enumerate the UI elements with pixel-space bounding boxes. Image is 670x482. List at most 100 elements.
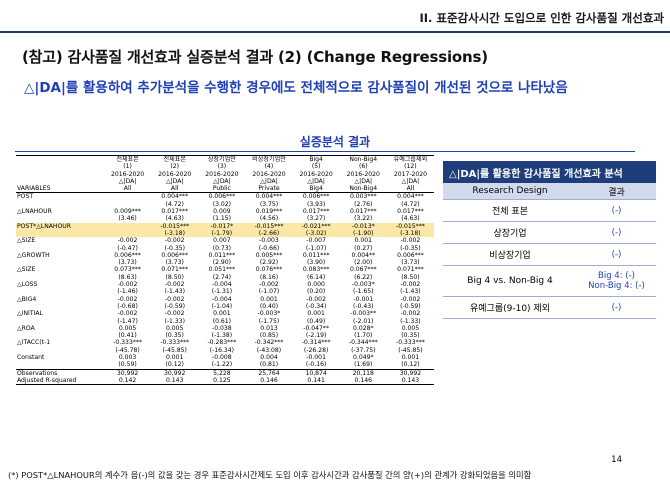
value-cell: 0.007 — [213, 237, 231, 245]
value-cell: -0.021*** — [292, 222, 340, 230]
value-cell: -0.002 — [117, 295, 138, 303]
value-cell: 30,992 — [151, 368, 199, 377]
value-cell: (-1.43) — [164, 288, 185, 296]
result-line-nonbig4: Non-Big 4: (-) — [588, 281, 645, 291]
value-cell: 20,118 — [339, 368, 387, 377]
page-title: (참고) 감사품질 개선효과 실증분석 결과 (2) (Change Regre… — [22, 48, 488, 66]
value-cell: (1.70) — [354, 332, 373, 340]
value-cell: (-43.08) — [256, 346, 282, 354]
table-row: (-0.47) (-0.35) (0.73) (-0.66) (-1.07) (0.27)… — [16, 245, 434, 252]
row-label-cell — [16, 361, 104, 369]
value-cell: -0.002 — [306, 295, 326, 303]
value-cell: -0.002 — [117, 281, 138, 289]
summary-row: Big 4 vs. Non-Big 4 Big 4: (-) Non-Big 4… — [443, 265, 656, 297]
design-cell: 유예그룹(9-10) 제외 — [443, 296, 577, 319]
footer-row: Observations 30,992 30,992 5,228 25,764 10,87… — [16, 368, 434, 377]
value-cell: (-1.43) — [400, 288, 421, 296]
table-row: △LNAHOUR 0.009*** 0.017*** 0.009 0.019*** 0.0… — [16, 208, 434, 215]
value-cell: 0.071*** — [397, 266, 424, 274]
value-cell: 0.001 — [401, 354, 420, 362]
page-subtitle: △|DA|를 활용하여 추가분석을 수행한 경우에도 전체적으로 감사품질이 개… — [24, 80, 568, 96]
table-row: POST 0.004*** 0.006*** 0.004*** 0.006*** 0.00… — [16, 193, 434, 201]
value-cell: 30,992 — [104, 368, 152, 377]
row-label-cell: △SIZE — [17, 266, 36, 274]
summary-row: 전체 표본 (-) — [443, 199, 656, 222]
value-cell: 0.017*** — [161, 208, 188, 216]
value-cell: -0.015*** — [386, 222, 434, 230]
regression-table: 전체표본 전체표본 상장기업만 비상장기업만 Big4 Non-Big4 유예그룹제외 (1)… — [16, 155, 434, 386]
value-cell: Non-Big4 — [339, 155, 387, 164]
value-cell: (-1.46) — [117, 288, 138, 296]
value-cell: 0.009*** — [114, 208, 141, 216]
row-label-cell — [16, 178, 104, 185]
table-row: △SIZE 0.073*** 0.071*** 0.051*** 0.076*** 0.0… — [16, 266, 434, 273]
table-row: (8.63) (8.50) (2.74) (8.16) (6.14) (6.22) (8.5… — [16, 274, 434, 281]
value-cell: (4.56) — [259, 215, 279, 223]
value-cell: (-1.75) — [258, 317, 280, 325]
value-cell: 0.011*** — [208, 251, 236, 259]
value-cell: (-1.07) — [305, 244, 327, 252]
value-cell: (4) — [264, 163, 274, 171]
value-cell: 0.001 — [307, 310, 325, 318]
value-cell: (8.63) — [118, 273, 137, 281]
value-cell: (3.22) — [354, 215, 373, 223]
result-cell: Big 4: (-) Non-Big 4: (-) — [577, 265, 656, 297]
table-row: (-0.68) (-0.59) (-1.04) (0.40) (-0.34) (-0.43… — [16, 303, 434, 310]
value-cell: (8.50) — [165, 273, 184, 281]
value-cell: -0.007 — [306, 237, 326, 245]
value-cell: (-1.04) — [211, 302, 233, 310]
value-cell: (3.90) — [306, 259, 326, 267]
value-cell: (6.14) — [306, 273, 326, 281]
value-cell: -0.047** — [303, 324, 329, 332]
value-cell: 10,874 — [292, 368, 340, 377]
value-cell: △|DA| — [118, 177, 137, 185]
value-cell: (0.73) — [212, 244, 232, 252]
value-cell — [104, 229, 152, 238]
value-cell: -0.283*** — [207, 339, 237, 347]
value-cell: -0.003** — [350, 310, 377, 318]
result-cell: (-) — [577, 221, 656, 244]
value-cell: 0.013 — [260, 324, 278, 332]
design-cell: 비상장기업 — [443, 243, 577, 266]
value-cell: -0.002 — [400, 295, 421, 303]
value-cell: 0.003*** — [349, 193, 377, 201]
value-cell: (3.75) — [259, 200, 279, 208]
footnote: (*) POST*△LNAHOUR의 계수가 음(-)의 값을 갖는 경우 표준… — [8, 470, 532, 480]
value-cell: 0.004*** — [161, 193, 188, 201]
value-cell: (0.12) — [401, 361, 420, 369]
value-cell: (0.81) — [259, 361, 279, 369]
row-label-cell — [16, 171, 104, 178]
value-cell: -0.002 — [117, 237, 138, 245]
value-cell: (2.90) — [212, 259, 232, 267]
value-cell: 0.017*** — [302, 208, 330, 216]
value-cell: 0.141 — [292, 376, 340, 386]
value-cell: -0.333*** — [113, 339, 142, 347]
value-cell: 5,228 — [198, 368, 246, 377]
row-label-cell: Adjusted R-squared — [16, 376, 104, 386]
value-cell: 2016-2020 — [299, 170, 333, 178]
value-cell: (-0.35) — [400, 244, 421, 252]
value-cell: (3.73) — [401, 259, 420, 267]
row-label-cell: POST — [17, 193, 34, 201]
value-cell: -0.004 — [212, 295, 232, 303]
value-cell: (3) — [217, 163, 227, 171]
row-label-cell: △LNAHOUR — [17, 208, 52, 216]
value-cell: (-3.18) — [386, 229, 434, 238]
value-cell: (-0.34) — [305, 302, 327, 310]
value-cell: (-45.85) — [162, 346, 187, 354]
header-row-col_nums: (1) (2) (3) (4) (5) (6) (12) — [16, 163, 434, 170]
value-cell: (12) — [404, 163, 417, 171]
value-cell: (-37.75) — [351, 346, 376, 354]
table-row: △LOSS -0.002 -0.002 -0.004 -0.002 0.000 -0.003… — [16, 281, 434, 288]
value-cell: (-2.66) — [245, 229, 293, 238]
value-cell: 0.073*** — [114, 266, 141, 274]
value-cell: -0.003* — [351, 281, 375, 289]
value-cell: (-2.01) — [353, 317, 374, 325]
value-cell: 0.001 — [354, 237, 372, 245]
value-cell — [104, 193, 151, 201]
row-label-cell: △ITACC(t-1 — [17, 339, 51, 347]
value-cell: 0.005 — [118, 324, 137, 332]
value-cell: (0.61) — [212, 317, 232, 325]
value-cell: 0.028* — [353, 324, 374, 332]
value-cell: 0.006*** — [208, 193, 236, 201]
